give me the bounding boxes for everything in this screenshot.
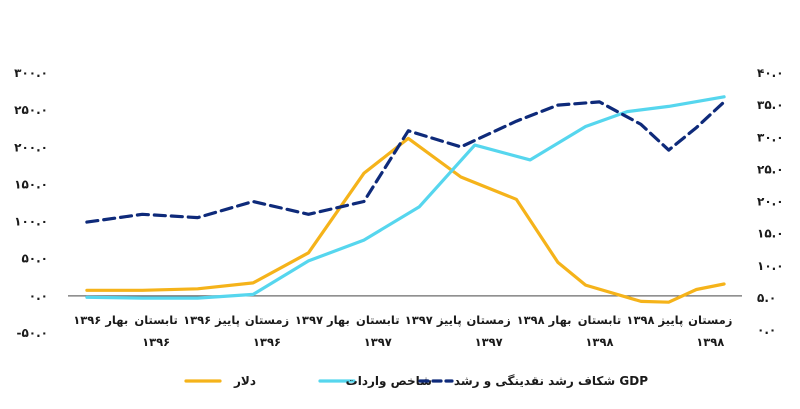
- left-axis-tick-label: ۱۵۰.۰: [14, 177, 48, 191]
- right-axis-tick-label: ۲۵.۰: [757, 162, 784, 176]
- right-axis-tick-label: ۲۰.۰: [757, 195, 784, 209]
- category-label: زمستان: [688, 313, 732, 327]
- right-axis-ticks: ۴۰.۰ ۳۵.۰ ۳۰.۰ ۲۵.۰ ۲۰.۰ ۱۵.۰ ۱۰.۰ ۵.۰ ۰.۰: [757, 66, 784, 337]
- year-labels: ۱۳۹۶ ۱۳۹۶ ۱۳۹۷ ۱۳۹۷ ۱۳۹۸ ۱۳۹۸: [142, 335, 724, 349]
- category-label: پاییز ۱۳۹۶: [183, 313, 240, 327]
- legend: دلار شاخص واردات شکاف رشد نقدینگی و رشد GD…: [184, 374, 648, 389]
- legend-label: شاخص واردات: [346, 374, 432, 389]
- year-label: ۱۳۹۸: [585, 335, 613, 349]
- left-axis-tick-label: -۵۰.۰: [16, 326, 48, 340]
- left-axis-tick-label: ۲۵۰.۰: [14, 103, 48, 117]
- category-label: بهار ۱۳۹۸: [517, 313, 572, 327]
- legend-label: دلار: [233, 374, 256, 388]
- left-axis-tick-label: ۱۰۰.۰: [14, 215, 48, 229]
- year-label: ۱۳۹۷: [364, 335, 392, 349]
- category-label: تابستان: [578, 313, 621, 327]
- series-line: [85, 95, 726, 300]
- category-label: بهار ۱۳۹۶: [73, 313, 128, 327]
- right-axis-tick-label: ۱۰.۰: [757, 259, 784, 273]
- category-label: تابستان: [134, 313, 177, 327]
- right-axis-tick-label: ۳۵.۰: [757, 98, 784, 112]
- left-axis-ticks: ۳۰۰.۰ ۲۵۰.۰ ۲۰۰.۰ ۱۵۰.۰ ۱۰۰.۰ ۵۰.۰ ۰.۰ -۵۰.۰: [14, 66, 48, 340]
- category-label: پاییز ۱۳۹۸: [626, 313, 683, 327]
- right-axis-tick-label: ۵.۰: [757, 291, 776, 305]
- right-axis-tick-label: ۴۰.۰: [757, 66, 784, 80]
- right-axis-tick-label: ۳۰.۰: [757, 130, 784, 144]
- category-label: زمستان: [245, 313, 289, 327]
- category-label: تابستان: [356, 313, 399, 327]
- left-axis-tick-label: ۰.۰: [29, 289, 48, 303]
- series-line: [85, 136, 726, 304]
- left-axis-tick-label: ۲۰۰.۰: [14, 140, 48, 154]
- category-label: زمستان: [466, 313, 510, 327]
- year-label: ۱۳۹۷: [475, 335, 503, 349]
- right-axis-tick-label: ۰.۰: [757, 323, 776, 337]
- year-label: ۱۳۹۶: [142, 335, 170, 349]
- category-label: پاییز ۱۳۹۷: [405, 313, 462, 327]
- year-label: ۱۳۹۸: [696, 335, 724, 349]
- left-axis-tick-label: ۳۰۰.۰: [14, 66, 48, 80]
- left-axis-tick-label: ۵۰.۰: [21, 252, 48, 266]
- series-lines: [85, 95, 726, 304]
- right-axis-tick-label: ۱۵.۰: [757, 227, 784, 241]
- legend-label: شکاف رشد نقدینگی و رشد GDP: [454, 374, 648, 389]
- category-label: بهار ۱۳۹۷: [295, 313, 350, 327]
- year-label: ۱۳۹۶: [253, 335, 281, 349]
- category-labels: بهار ۱۳۹۶ تابستان پاییز ۱۳۹۶ زمستان بهار ۱۳۹…: [73, 313, 732, 327]
- series-line: [85, 100, 726, 224]
